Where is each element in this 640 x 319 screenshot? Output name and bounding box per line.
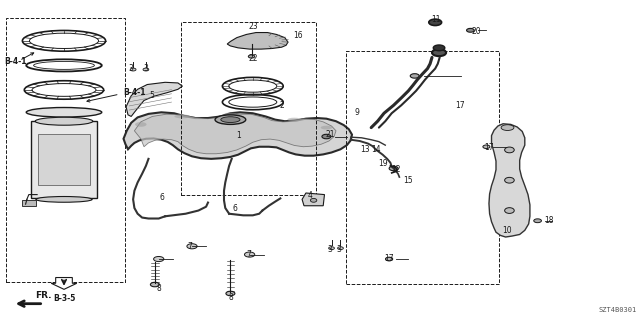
Ellipse shape: [385, 257, 393, 261]
Text: 17: 17: [384, 254, 394, 263]
Circle shape: [154, 256, 164, 262]
Text: 22: 22: [249, 54, 258, 63]
Text: 14: 14: [371, 145, 381, 154]
Ellipse shape: [131, 68, 136, 71]
Text: 16: 16: [293, 31, 303, 40]
Polygon shape: [124, 112, 352, 159]
Ellipse shape: [385, 257, 393, 261]
Polygon shape: [126, 82, 182, 116]
Circle shape: [244, 252, 255, 257]
Ellipse shape: [505, 208, 515, 213]
Ellipse shape: [505, 147, 515, 153]
Ellipse shape: [433, 45, 445, 51]
Ellipse shape: [135, 122, 147, 127]
Ellipse shape: [410, 74, 419, 78]
Polygon shape: [134, 114, 336, 154]
Ellipse shape: [221, 117, 240, 122]
Ellipse shape: [432, 49, 446, 56]
Ellipse shape: [338, 247, 344, 249]
Ellipse shape: [310, 198, 317, 202]
Text: 7: 7: [246, 250, 251, 259]
Bar: [31, 121, 97, 198]
Ellipse shape: [35, 117, 93, 125]
Ellipse shape: [143, 68, 149, 71]
Ellipse shape: [534, 219, 541, 223]
Ellipse shape: [226, 291, 235, 296]
Polygon shape: [51, 278, 77, 289]
Text: 7: 7: [187, 242, 192, 251]
Text: 18: 18: [545, 216, 554, 225]
Ellipse shape: [26, 108, 102, 117]
Text: 5: 5: [149, 91, 154, 100]
Text: 8: 8: [156, 284, 161, 293]
Text: B-4-1: B-4-1: [4, 57, 27, 66]
Text: 19: 19: [378, 159, 388, 168]
Text: 21: 21: [326, 130, 335, 139]
Text: SZT4B0301: SZT4B0301: [598, 307, 637, 313]
Ellipse shape: [501, 125, 514, 130]
Text: 17: 17: [484, 143, 494, 152]
Text: FR.: FR.: [35, 292, 52, 300]
Text: 13: 13: [360, 145, 370, 154]
Text: 11: 11: [431, 15, 440, 24]
Ellipse shape: [150, 282, 159, 287]
Bar: [38, 134, 90, 185]
Text: 12: 12: [391, 165, 400, 174]
Text: 4: 4: [307, 191, 312, 200]
Text: 8: 8: [228, 293, 233, 302]
Text: 20: 20: [472, 27, 482, 36]
Text: 6: 6: [159, 193, 164, 202]
Text: 3: 3: [128, 64, 133, 73]
Text: 3: 3: [143, 64, 148, 73]
Text: 3: 3: [328, 245, 333, 254]
Bar: [22, 200, 36, 206]
Ellipse shape: [429, 19, 442, 26]
Ellipse shape: [215, 115, 246, 124]
Text: 17: 17: [454, 101, 465, 110]
Polygon shape: [51, 278, 77, 289]
Text: 9: 9: [355, 108, 360, 117]
Text: 3: 3: [336, 245, 341, 254]
Text: 6: 6: [232, 204, 237, 213]
Text: 2: 2: [279, 101, 284, 110]
Text: 15: 15: [403, 176, 413, 185]
Ellipse shape: [467, 28, 474, 32]
Ellipse shape: [483, 145, 490, 149]
Ellipse shape: [321, 126, 332, 130]
Text: B-3-5: B-3-5: [53, 294, 75, 303]
Polygon shape: [489, 124, 530, 237]
Ellipse shape: [505, 177, 515, 183]
Ellipse shape: [248, 55, 255, 58]
Ellipse shape: [287, 118, 301, 122]
Ellipse shape: [36, 197, 92, 202]
Bar: [346, 51, 499, 284]
Ellipse shape: [224, 113, 237, 116]
Text: 1: 1: [236, 131, 241, 140]
Text: 23: 23: [248, 22, 259, 31]
Ellipse shape: [249, 41, 254, 44]
Bar: [181, 22, 316, 195]
Ellipse shape: [174, 115, 191, 118]
Polygon shape: [227, 33, 288, 49]
Polygon shape: [302, 193, 324, 206]
Ellipse shape: [322, 134, 331, 139]
Text: B-4-1: B-4-1: [124, 88, 146, 97]
Ellipse shape: [329, 247, 334, 249]
Circle shape: [187, 244, 197, 249]
Ellipse shape: [389, 166, 398, 171]
Bar: [6, 18, 125, 282]
Text: 10: 10: [502, 226, 512, 235]
